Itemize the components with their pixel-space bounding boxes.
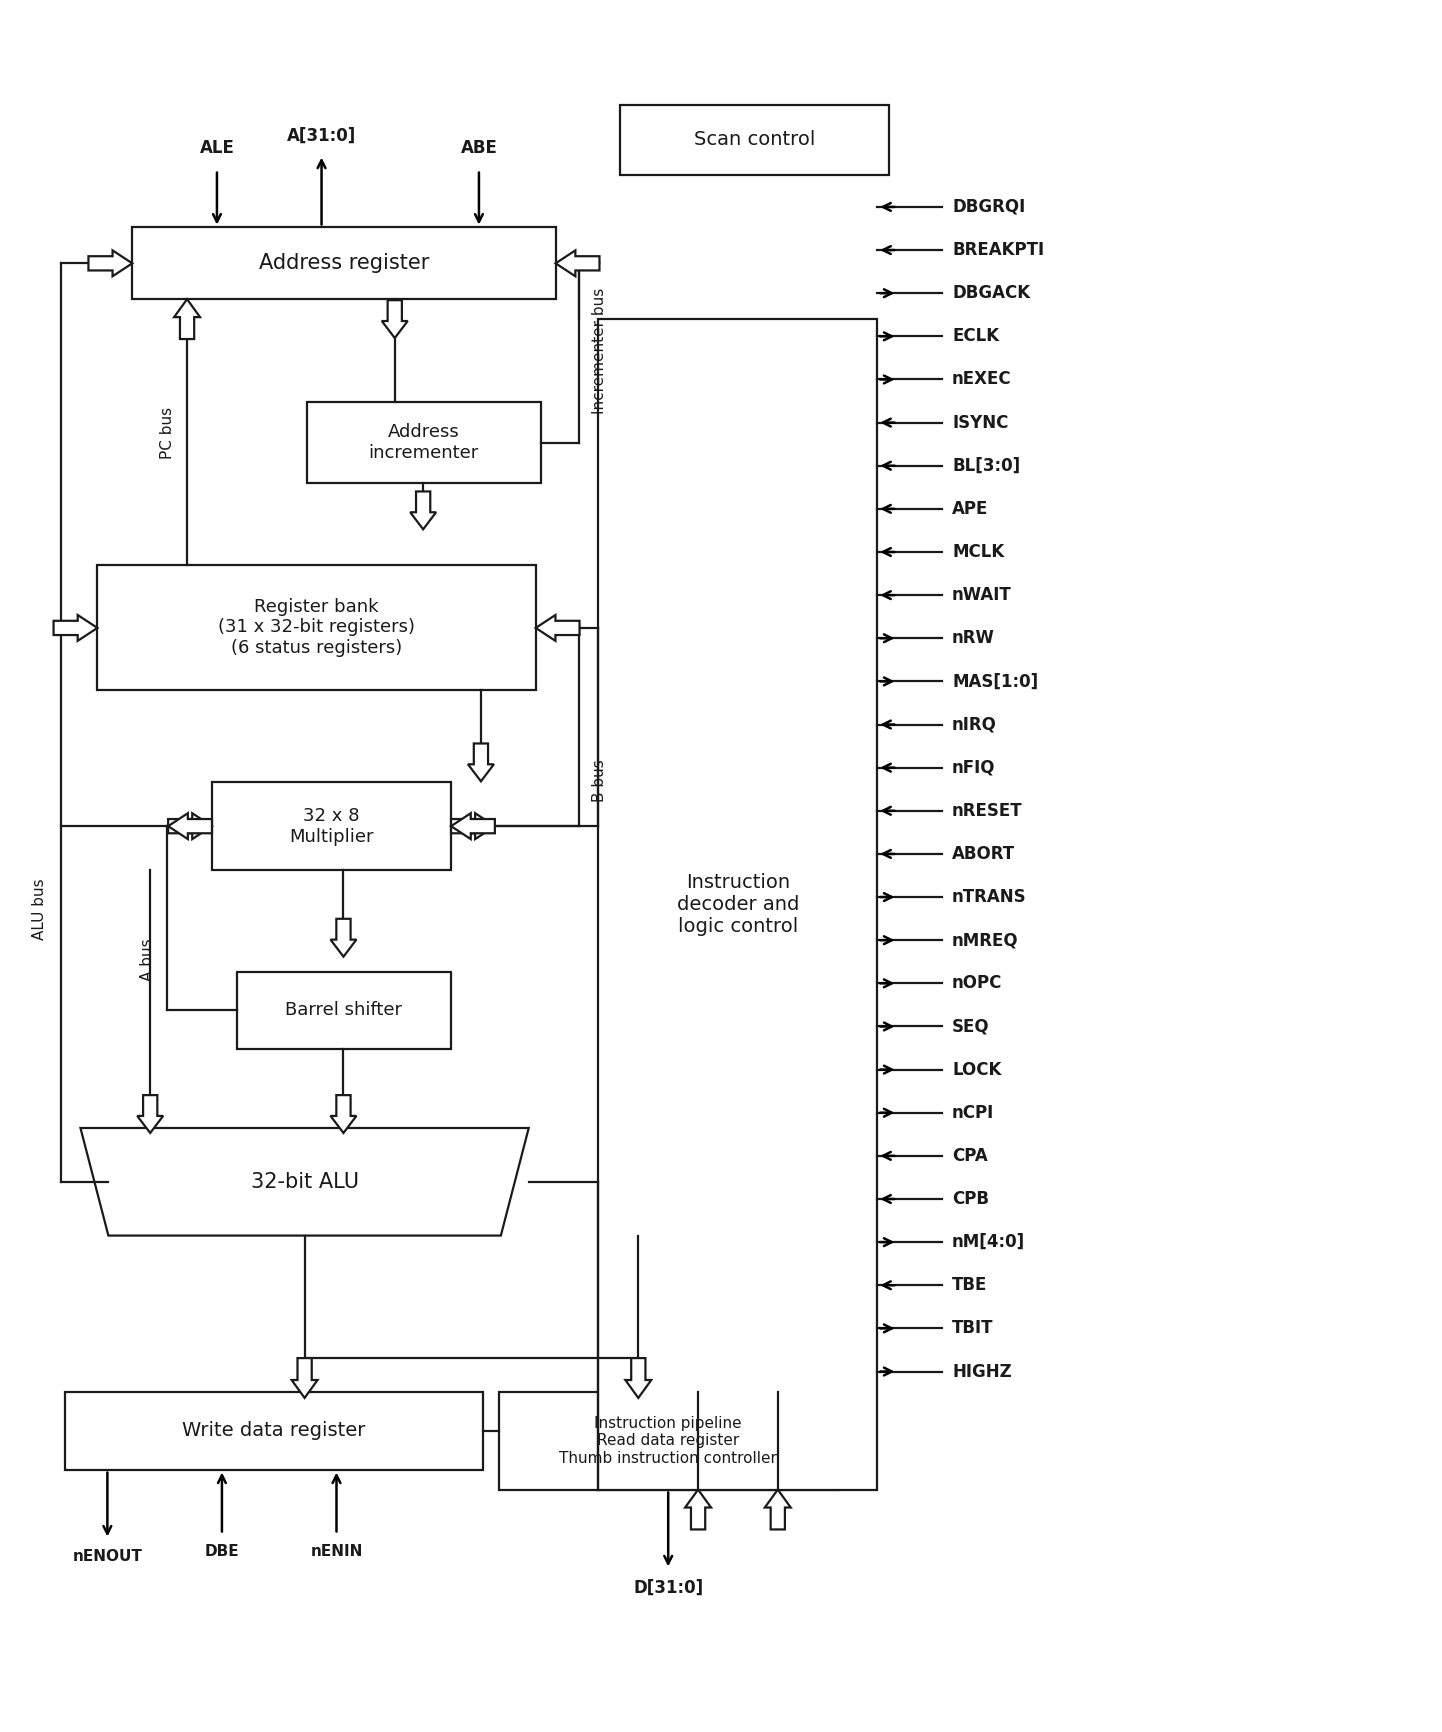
Text: nM[4:0]: nM[4:0] bbox=[952, 1233, 1025, 1251]
Polygon shape bbox=[330, 1095, 356, 1133]
Polygon shape bbox=[169, 814, 212, 838]
Text: Scan control: Scan control bbox=[694, 130, 816, 149]
Text: nCPI: nCPI bbox=[952, 1103, 995, 1122]
Text: ALU bus: ALU bus bbox=[32, 878, 46, 940]
Text: LOCK: LOCK bbox=[952, 1060, 1002, 1079]
Bar bbox=[133, 227, 555, 300]
Polygon shape bbox=[174, 300, 200, 339]
Text: DBGRQI: DBGRQI bbox=[952, 197, 1025, 216]
Polygon shape bbox=[137, 1095, 163, 1133]
Text: nRW: nRW bbox=[952, 629, 995, 648]
Bar bbox=[212, 783, 451, 869]
Text: Instruction pipeline
Read data register
Thumb instruction controller: Instruction pipeline Read data register … bbox=[559, 1415, 777, 1465]
Text: ALE: ALE bbox=[199, 139, 235, 156]
Text: Instruction
decoder and
logic control: Instruction decoder and logic control bbox=[676, 873, 799, 935]
Bar bbox=[620, 106, 890, 175]
Text: ABORT: ABORT bbox=[952, 845, 1015, 863]
Polygon shape bbox=[764, 1490, 790, 1529]
Bar bbox=[307, 402, 541, 483]
Text: HIGHZ: HIGHZ bbox=[952, 1363, 1012, 1380]
Text: nIRQ: nIRQ bbox=[952, 715, 996, 734]
Polygon shape bbox=[81, 1128, 529, 1235]
Text: CPB: CPB bbox=[952, 1190, 989, 1207]
Text: TBIT: TBIT bbox=[952, 1320, 994, 1337]
Polygon shape bbox=[451, 814, 495, 838]
Text: nFIQ: nFIQ bbox=[952, 759, 995, 776]
Text: DBE: DBE bbox=[205, 1545, 239, 1559]
Text: nTRANS: nTRANS bbox=[952, 889, 1027, 906]
Text: ECLK: ECLK bbox=[952, 327, 999, 345]
Text: nMREQ: nMREQ bbox=[952, 932, 1018, 949]
Text: SEQ: SEQ bbox=[952, 1017, 989, 1036]
Polygon shape bbox=[555, 251, 600, 277]
Polygon shape bbox=[451, 814, 495, 838]
Polygon shape bbox=[469, 743, 493, 781]
Polygon shape bbox=[169, 814, 212, 838]
Polygon shape bbox=[410, 492, 435, 530]
Text: Write data register: Write data register bbox=[182, 1422, 365, 1441]
Text: 32 x 8
Multiplier: 32 x 8 Multiplier bbox=[290, 807, 373, 845]
Polygon shape bbox=[291, 1358, 317, 1398]
Text: nEXEC: nEXEC bbox=[952, 371, 1012, 388]
Bar bbox=[98, 565, 536, 689]
Text: MCLK: MCLK bbox=[952, 544, 1005, 561]
Text: Register bank
(31 x 32-bit registers)
(6 status registers): Register bank (31 x 32-bit registers) (6… bbox=[218, 598, 415, 656]
Text: Barrel shifter: Barrel shifter bbox=[286, 1001, 402, 1020]
Text: A[31:0]: A[31:0] bbox=[287, 126, 356, 145]
Polygon shape bbox=[536, 615, 580, 641]
Polygon shape bbox=[685, 1490, 711, 1529]
Text: 32-bit ALU: 32-bit ALU bbox=[251, 1173, 359, 1192]
Text: A bus: A bus bbox=[140, 939, 156, 980]
Text: D[31:0]: D[31:0] bbox=[633, 1580, 704, 1597]
Text: Address
incrementer: Address incrementer bbox=[369, 423, 479, 462]
Polygon shape bbox=[626, 1358, 652, 1398]
Text: Address register: Address register bbox=[258, 253, 430, 274]
Text: MAS[1:0]: MAS[1:0] bbox=[952, 672, 1038, 691]
Polygon shape bbox=[330, 918, 356, 956]
Text: B bus: B bus bbox=[593, 759, 607, 802]
Bar bbox=[499, 1393, 838, 1490]
Polygon shape bbox=[382, 300, 408, 338]
Text: BREAKPTI: BREAKPTI bbox=[952, 241, 1044, 260]
Bar bbox=[236, 972, 451, 1050]
Text: nRESET: nRESET bbox=[952, 802, 1022, 819]
Polygon shape bbox=[88, 251, 133, 277]
Bar bbox=[65, 1393, 483, 1470]
Text: nWAIT: nWAIT bbox=[952, 585, 1012, 604]
Text: DBGACK: DBGACK bbox=[952, 284, 1030, 301]
Text: nENOUT: nENOUT bbox=[72, 1550, 143, 1564]
Text: ABE: ABE bbox=[460, 139, 497, 156]
Text: TBE: TBE bbox=[952, 1276, 988, 1294]
Text: PC bus: PC bus bbox=[160, 407, 174, 459]
Bar bbox=[598, 319, 877, 1490]
Text: APE: APE bbox=[952, 501, 988, 518]
Text: nOPC: nOPC bbox=[952, 975, 1002, 992]
Text: Incrementer bus: Incrementer bus bbox=[593, 288, 607, 414]
Text: nENIN: nENIN bbox=[310, 1545, 363, 1559]
Text: ISYNC: ISYNC bbox=[952, 414, 1008, 431]
Text: CPA: CPA bbox=[952, 1147, 988, 1166]
Polygon shape bbox=[53, 615, 98, 641]
Text: BL[3:0]: BL[3:0] bbox=[952, 457, 1021, 475]
